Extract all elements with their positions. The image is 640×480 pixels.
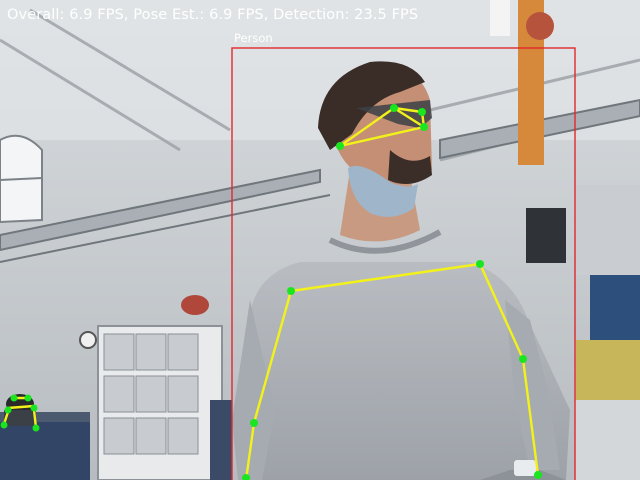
skeleton-line xyxy=(338,106,396,148)
skeleton-line xyxy=(6,404,36,410)
window xyxy=(0,134,43,224)
skeleton-line xyxy=(392,106,426,129)
keypoint xyxy=(336,142,344,150)
skeleton-line xyxy=(244,421,256,480)
keypoint xyxy=(10,394,18,402)
keypoint xyxy=(250,419,258,427)
keypoint xyxy=(534,471,542,479)
keypoint xyxy=(30,404,38,412)
keypoint xyxy=(420,123,428,131)
person xyxy=(232,61,570,480)
person-bounding-box xyxy=(231,47,576,480)
keypoint xyxy=(418,108,426,116)
fps-readout: Overall: 6.9 FPS, Pose Est.: 6.9 FPS, De… xyxy=(7,7,419,23)
pose-keypoints xyxy=(0,104,542,480)
keypoint xyxy=(0,421,8,429)
pose-skeleton xyxy=(2,106,540,480)
keypoint xyxy=(287,287,295,295)
skeleton-line xyxy=(289,262,482,293)
detection-label: Person xyxy=(234,31,273,45)
skeleton-line xyxy=(252,289,293,425)
keypoint xyxy=(390,104,398,112)
skeleton-line xyxy=(478,262,525,361)
keypoint xyxy=(4,406,12,414)
keypoint xyxy=(24,394,32,402)
keypoint xyxy=(32,424,40,432)
skeleton-line xyxy=(392,106,424,114)
skeleton-line xyxy=(521,357,540,477)
keypoint xyxy=(242,474,250,480)
keypoint xyxy=(519,355,527,363)
skeleton-line xyxy=(338,125,426,148)
keypoint xyxy=(476,260,484,268)
